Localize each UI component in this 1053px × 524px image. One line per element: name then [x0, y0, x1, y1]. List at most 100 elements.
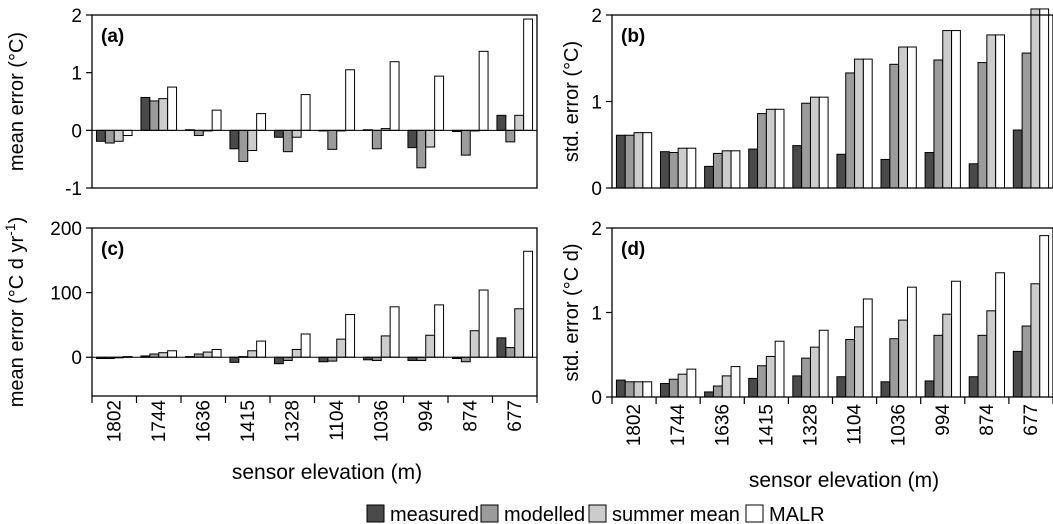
bar-measured-1328 — [273, 129, 284, 138]
bar-MALR-1328 — [818, 329, 829, 398]
bar-modelled-1744 — [149, 100, 160, 131]
legend-swatch-modelled — [480, 504, 499, 523]
bar-summer-mean-1802 — [633, 132, 644, 189]
y-axis-title: std. error (°C d) — [561, 243, 583, 381]
bar-MALR-1636 — [730, 366, 741, 398]
plot-frame — [91, 227, 538, 397]
bar-measured-1636 — [704, 391, 714, 398]
y-tick-label: 1 — [591, 304, 602, 325]
x-tick-label-1036: 1036 — [371, 400, 392, 442]
bar-MALR-1636 — [211, 348, 222, 358]
bar-summer-mean-1328 — [809, 346, 820, 398]
y-tick-label: 200 — [50, 219, 82, 240]
y-tick-label: -1 — [65, 179, 82, 200]
bar-measured-874 — [968, 163, 979, 189]
bar-MALR-1744 — [167, 350, 178, 358]
bar-modelled-1636 — [712, 385, 723, 398]
y-tick-label: 0 — [71, 121, 82, 142]
bar-summer-mean-1104 — [336, 338, 347, 358]
x-tick-label-1744: 1744 — [149, 400, 170, 443]
bar-measured-1415 — [748, 377, 759, 398]
x-axis-title-left: sensor elevation (m) — [232, 461, 422, 484]
bar-MALR-1802 — [642, 132, 653, 189]
bar-MALR-1036 — [389, 306, 400, 358]
panel-label: (b) — [621, 26, 645, 47]
bar-modelled-1802 — [104, 129, 115, 144]
bar-modelled-1415 — [757, 365, 767, 398]
panel-label: (a) — [101, 26, 124, 47]
bar-modelled-677 — [1021, 325, 1032, 398]
bar-MALR-1328 — [300, 94, 311, 131]
bar-MALR-677 — [1039, 235, 1050, 398]
bar-measured-677 — [1012, 129, 1023, 189]
bar-summer-mean-1744 — [677, 373, 688, 398]
bar-summer-mean-874 — [986, 310, 997, 398]
bar-measured-1802 — [615, 134, 626, 189]
bar-modelled-874 — [460, 129, 471, 156]
bar-MALR-1415 — [256, 113, 267, 131]
bar-measured-1036 — [880, 381, 891, 398]
bar-modelled-874 — [977, 334, 988, 398]
bar-measured-1104 — [318, 356, 329, 363]
legend: measured modelled summer mean MALR — [366, 504, 825, 524]
x-tick-label-1328: 1328 — [282, 400, 303, 442]
x-tick-label-1744: 1744 — [668, 404, 689, 447]
bar-MALR-1036 — [389, 61, 400, 131]
bar-MALR-677 — [523, 250, 534, 358]
bar-MALR-1415 — [256, 340, 267, 358]
bar-summer-mean-1415 — [765, 108, 776, 189]
bar-MALR-994 — [951, 30, 961, 189]
bar-summer-mean-1328 — [809, 96, 820, 189]
bar-modelled-677 — [505, 347, 516, 358]
bar-summer-mean-1636 — [202, 351, 213, 358]
bar-summer-mean-994 — [942, 313, 953, 398]
y-axis-title: mean error (°C) — [6, 32, 28, 171]
bar-modelled-1744 — [668, 378, 679, 398]
y-tick-label: 0 — [591, 179, 602, 200]
bar-MALR-1036 — [906, 286, 917, 398]
bar-summer-mean-1104 — [854, 58, 864, 189]
bar-MALR-874 — [478, 289, 489, 358]
x-tick-label-1104: 1104 — [845, 404, 866, 445]
bar-measured-994 — [407, 129, 418, 149]
x-tick-label-1036: 1036 — [889, 404, 910, 446]
bar-summer-mean-1802 — [113, 129, 124, 142]
bar-MALR-994 — [951, 280, 961, 398]
bar-MALR-1036 — [906, 46, 917, 189]
bar-summer-mean-1104 — [854, 326, 864, 398]
bar-modelled-1036 — [371, 129, 382, 150]
x-tick-label-1104: 1104 — [327, 400, 348, 441]
x-tick-label-1328: 1328 — [800, 404, 821, 446]
x-tick-label-677: 677 — [1021, 404, 1042, 436]
bar-measured-1802 — [615, 379, 626, 398]
bar-MALR-1802 — [122, 129, 133, 137]
x-tick-label-1636: 1636 — [712, 404, 733, 446]
bar-modelled-1036 — [889, 338, 900, 398]
y-tick-label: 1 — [591, 93, 602, 114]
bar-MALR-1328 — [818, 96, 829, 189]
bar-MALR-874 — [995, 34, 1005, 189]
bar-summer-mean-1744 — [158, 352, 169, 358]
bar-summer-mean-677 — [1030, 8, 1041, 189]
y-tick-label: 2 — [591, 6, 602, 27]
bar-MALR-994 — [434, 75, 445, 131]
bar-MALR-1104 — [345, 69, 356, 131]
bar-MALR-874 — [995, 272, 1005, 398]
x-tick-label-677: 677 — [505, 400, 526, 432]
bar-MALR-677 — [523, 18, 534, 131]
bar-summer-mean-1328 — [291, 348, 302, 358]
y-tick-label: 2 — [71, 6, 82, 27]
bar-modelled-1328 — [801, 102, 811, 189]
panel-d: 0 1 2 (d) std. error (°C d) 1802 1744 1636 1415 1… — [561, 219, 1053, 446]
bar-MALR-1802 — [642, 381, 653, 398]
bar-measured-1415 — [229, 356, 240, 363]
bar-MALR-1744 — [686, 368, 697, 398]
bar-modelled-994 — [933, 334, 944, 398]
bar-measured-1744 — [660, 382, 670, 398]
bar-measured-1328 — [273, 356, 284, 365]
bar-modelled-1328 — [801, 357, 811, 398]
bar-measured-1036 — [880, 158, 891, 189]
panel-a: -1 0 1 2 (a) mean error (°C) — [6, 6, 538, 200]
bar-modelled-1104 — [845, 339, 856, 398]
bar-summer-mean-1802 — [633, 381, 644, 398]
